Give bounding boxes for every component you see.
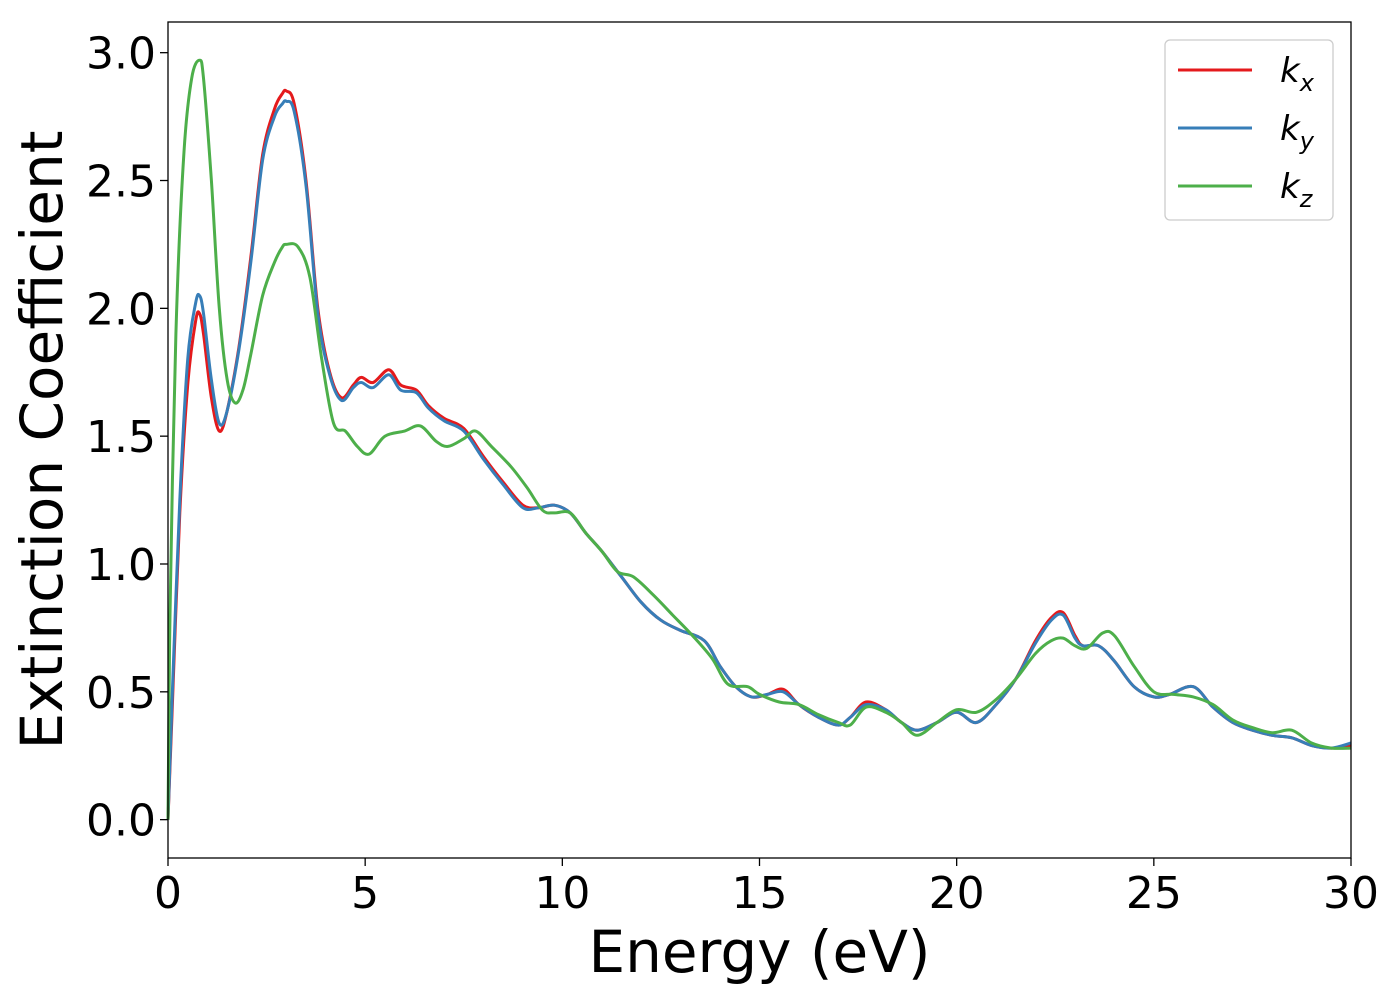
y-tick-label: 0.0 bbox=[86, 796, 156, 847]
legend: kx ky kz bbox=[1164, 39, 1334, 221]
y-tick-label: 1.0 bbox=[86, 540, 156, 591]
y-tick-label: 3.0 bbox=[86, 29, 156, 80]
x-tick-label: 0 bbox=[154, 868, 182, 919]
y-tick-label: 1.5 bbox=[86, 412, 156, 463]
x-axis-title: Energy (eV) bbox=[588, 918, 930, 986]
x-tick-label: 25 bbox=[1126, 868, 1182, 919]
y-tick-label: 2.0 bbox=[86, 284, 156, 335]
y-tick-label: 2.5 bbox=[86, 157, 156, 208]
y-axis: 0.0 0.5 1.0 1.5 2.0 2.5 3.0 bbox=[86, 29, 168, 847]
x-tick-label: 5 bbox=[351, 868, 379, 919]
legend-label-kx: kx bbox=[1280, 51, 1315, 97]
legend-box bbox=[1164, 39, 1334, 221]
x-axis: 0 5 10 15 20 25 30 bbox=[154, 858, 1379, 919]
x-tick-label: 10 bbox=[534, 868, 590, 919]
x-tick-label: 20 bbox=[929, 868, 985, 919]
legend-label-kz: kz bbox=[1280, 167, 1314, 213]
y-tick-label: 0.5 bbox=[86, 668, 156, 719]
series-line-kz bbox=[166, 58, 1352, 820]
legend-label-ky: ky bbox=[1280, 109, 1315, 155]
y-axis-title: Extinction Coefficient bbox=[8, 131, 76, 750]
series-layer bbox=[166, 58, 1352, 820]
x-tick-label: 30 bbox=[1323, 868, 1379, 919]
x-tick-label: 15 bbox=[732, 868, 788, 919]
